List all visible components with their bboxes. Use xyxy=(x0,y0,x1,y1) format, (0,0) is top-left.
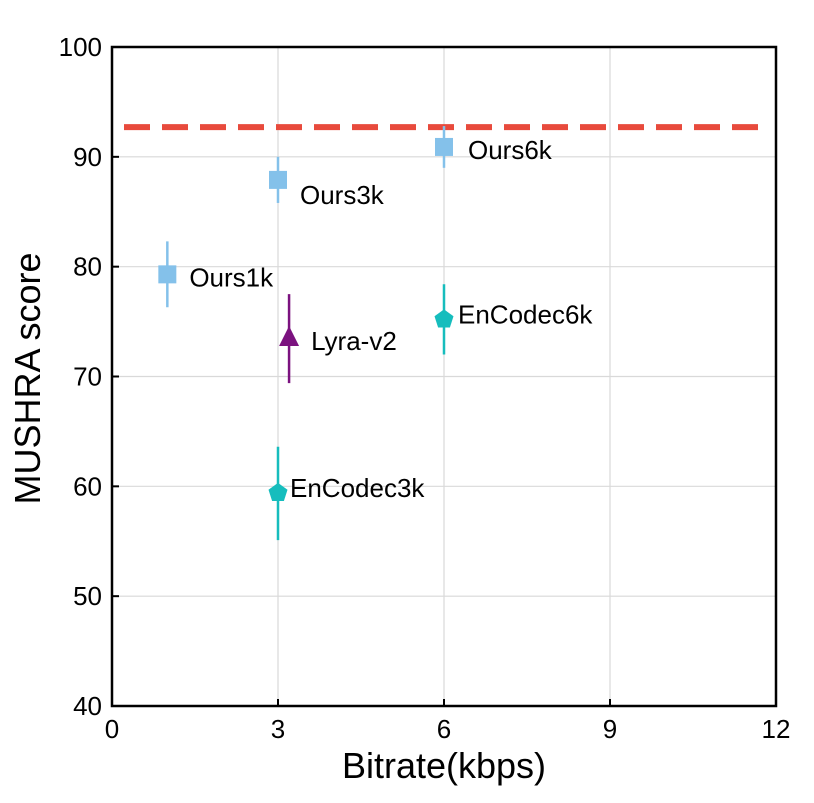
pentagon-marker xyxy=(268,482,288,501)
data-point-encodec3k: EnCodec3k xyxy=(268,446,425,541)
point-label: EnCodec6k xyxy=(458,299,593,329)
y-tick-label: 80 xyxy=(73,252,102,282)
y-axis-ticks: 40 50 60 70 80 90 100 xyxy=(59,32,119,721)
x-tick-label: 9 xyxy=(603,714,617,744)
x-tick-label: 6 xyxy=(437,714,451,744)
y-tick-label: 50 xyxy=(73,581,102,611)
square-marker xyxy=(269,170,287,189)
data-point-ours6k: Ours6k xyxy=(435,126,553,168)
y-tick-label: 40 xyxy=(73,691,102,721)
point-label: Ours6k xyxy=(468,135,553,165)
x-tick-label: 0 xyxy=(105,714,119,744)
point-label: Lyra-v2 xyxy=(311,326,397,356)
data-points: Ours1k Ours3k Ours6k Lyra-v2 EnCodec3k EnCode… xyxy=(158,126,593,541)
square-marker xyxy=(435,137,453,156)
x-tick-label: 12 xyxy=(762,714,791,744)
square-marker xyxy=(158,265,177,284)
point-label: Ours1k xyxy=(189,262,274,292)
data-point-encodec6k: EnCodec6k xyxy=(434,284,593,355)
y-axis-label: MUSHRA score xyxy=(7,252,48,504)
data-point-ours3k: Ours3k xyxy=(269,156,385,210)
triangle-marker xyxy=(279,326,300,347)
x-axis-label: Bitrate(kbps) xyxy=(342,745,546,786)
pentagon-marker xyxy=(434,309,454,328)
x-axis-ticks: 0 3 6 9 12 xyxy=(105,699,791,744)
y-tick-label: 60 xyxy=(73,471,102,501)
y-tick-label: 70 xyxy=(73,362,102,392)
point-label: EnCodec3k xyxy=(290,473,425,503)
y-tick-label: 100 xyxy=(59,32,102,62)
x-tick-label: 3 xyxy=(271,714,285,744)
data-point-ours1k: Ours1k xyxy=(158,241,274,308)
data-point-lyra-v2: Lyra-v2 xyxy=(279,294,397,384)
y-tick-label: 90 xyxy=(73,142,102,172)
point-label: Ours3k xyxy=(300,180,385,210)
